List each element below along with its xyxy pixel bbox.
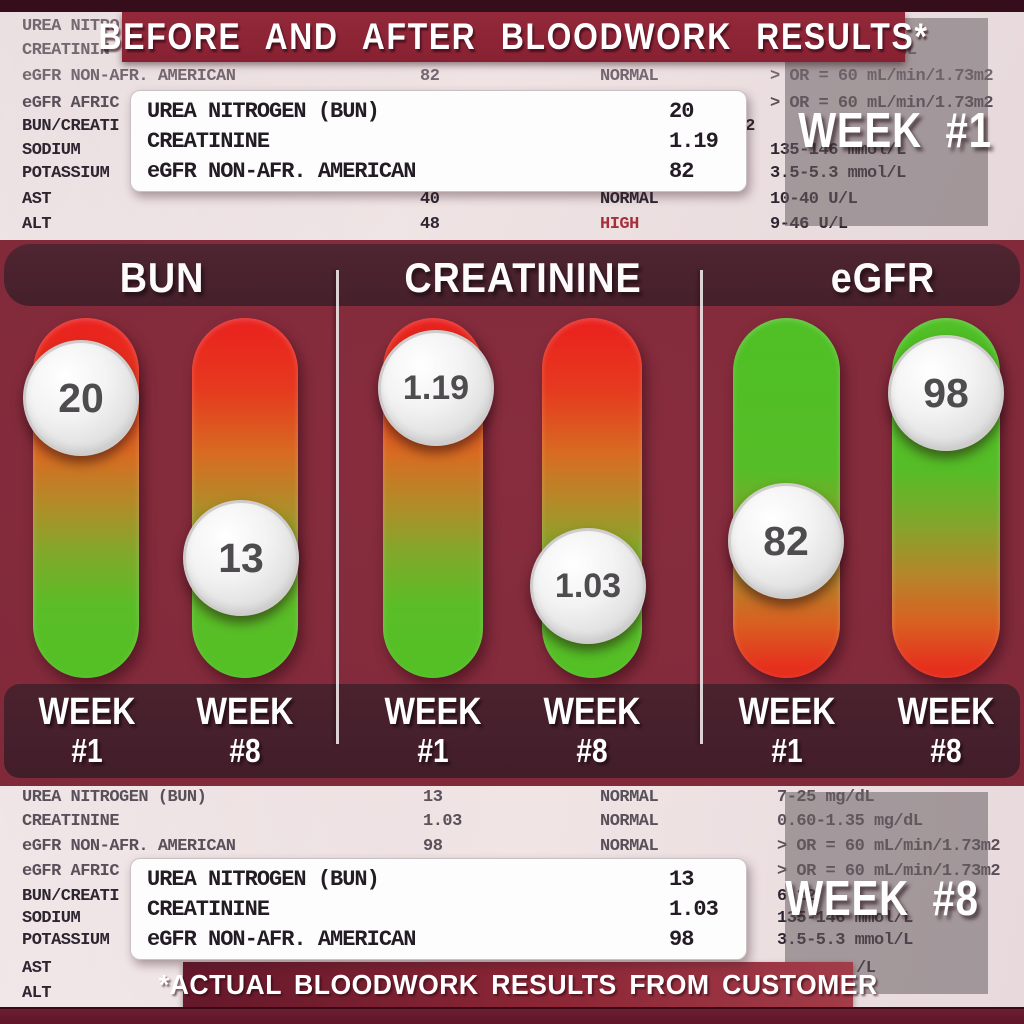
gauge-group-title-egfr: eGFR [830, 254, 936, 301]
test-name: BUN/CREATI [22, 117, 120, 136]
week-number: #8 [229, 732, 261, 769]
week8-tag: WEEK #8 [785, 872, 979, 926]
test-name: eGFR AFRIC [22, 862, 120, 881]
test-name: CREATININE [22, 812, 120, 831]
result-value: 82 [669, 159, 694, 184]
test-name: POTASSIUM [22, 931, 110, 950]
gauge-group-title-creatinine: CREATININE [404, 254, 642, 301]
week-labels-bar [4, 684, 1020, 778]
gauge-track-bun-week8 [192, 318, 298, 678]
gauge-header-bar [4, 244, 1020, 306]
test-name: UREA NITROGEN (BUN) [147, 99, 380, 124]
test-name: eGFR AFRIC [22, 94, 120, 113]
test-name: AST [22, 959, 52, 978]
test-name: UREA NITROGEN (BUN) [22, 788, 207, 807]
result-flag: NORMAL [600, 812, 659, 831]
week-word: WEEK [897, 691, 995, 733]
test-name: CREATININ [22, 41, 110, 60]
week-number: #8 [576, 732, 608, 769]
test-name: ALT [22, 984, 52, 1003]
test-name: eGFR NON-AFR. AMERICAN [22, 67, 236, 86]
week-word: WEEK [384, 691, 482, 733]
vertical-divider [336, 270, 339, 744]
week1-tag: WEEK #1 [798, 104, 992, 158]
vertical-divider [700, 270, 703, 744]
week8-lab-report: UREA NITROGEN (BUN) 13 NORMAL 7-25 mg/dL… [0, 786, 1024, 1024]
test-name: SODIUM [22, 141, 81, 160]
result-value: 1.03 [423, 812, 462, 831]
test-name: UREA NITRO [22, 17, 120, 36]
test-name: CREATININE [147, 897, 270, 922]
result-value: 1.03 [669, 897, 719, 922]
bottom-edge-strip [0, 1007, 1024, 1024]
week-label-creatinine-week1: WEEK #1 [365, 692, 501, 770]
result-flag: NORMAL [600, 190, 659, 209]
test-name: POTASSIUM [22, 164, 110, 183]
test-name: UREA NITROGEN (BUN) [147, 867, 380, 892]
week-word: WEEK [38, 691, 136, 733]
week-number: #8 [930, 732, 962, 769]
page-title: BEFORE AND AFTER BLOODWORK RESULTS* [98, 16, 929, 57]
result-value: 98 [423, 837, 443, 856]
result-flag: NORMAL [600, 837, 659, 856]
callout-row: eGFR NON-AFR. AMERICAN 98 [131, 927, 746, 957]
gauge-section: BUN CREATININE eGFR 20 13 1.19 1.03 82 9… [0, 240, 1024, 786]
test-name: ALT [22, 215, 52, 234]
week-number: #1 [771, 732, 803, 769]
week-label-egfr-week8: WEEK #8 [878, 692, 1014, 770]
week-label-bun-week1: WEEK #1 [19, 692, 155, 770]
week-number: #1 [71, 732, 103, 769]
week-word: WEEK [543, 691, 641, 733]
test-name: eGFR NON-AFR. AMERICAN [22, 837, 236, 856]
callout-row: CREATININE 1.03 [131, 897, 746, 927]
gauge-group-title-bun: BUN [119, 254, 205, 301]
gauge-knob-egfr-week8: 98 [888, 335, 1004, 451]
week-label-creatinine-week8: WEEK #8 [524, 692, 660, 770]
callout-row: UREA NITROGEN (BUN) 20 [131, 99, 746, 129]
test-name: eGFR NON-AFR. AMERICAN [147, 927, 416, 952]
result-value: 82 [420, 67, 440, 86]
test-name: CREATININE [147, 129, 270, 154]
test-name: BUN/CREATI [22, 887, 120, 906]
lab-row: ALT [0, 984, 1024, 1006]
lab-row: UREA NITRO [0, 17, 1024, 39]
result-value: 98 [669, 927, 694, 952]
week1-results-callout: UREA NITROGEN (BUN) 20 CREATININE 1.19 e… [130, 90, 747, 192]
result-value: 13 [423, 788, 443, 807]
test-name: SODIUM [22, 909, 81, 928]
footer-banner: *ACTUAL BLOODWORK RESULTS FROM CUSTOMER [159, 962, 877, 1007]
result-flag-high: HIGH [600, 215, 639, 234]
result-value: 13 [669, 867, 694, 892]
gauge-knob-creatinine-week8: 1.03 [530, 528, 646, 644]
top-edge-strip [0, 0, 1024, 12]
week1-lab-report: UREA NITRO CREATININ dL eGFR NON-AFR. AM… [0, 0, 1024, 240]
week-label-bun-week8: WEEK #8 [177, 692, 313, 770]
footer-note: *ACTUAL BLOODWORK RESULTS FROM CUSTOMER [158, 968, 878, 1000]
callout-row: UREA NITROGEN (BUN) 13 [131, 867, 746, 897]
week-word: WEEK [738, 691, 836, 733]
week-label-egfr-week1: WEEK #1 [719, 692, 855, 770]
gauge-knob-bun-week8: 13 [183, 500, 299, 616]
gauge-knob-creatinine-week1: 1.19 [378, 330, 494, 446]
result-value: 20 [669, 99, 694, 124]
result-value: 40 [420, 190, 440, 209]
result-flag: NORMAL [600, 788, 659, 807]
gauge-knob-bun-week1: 20 [23, 340, 139, 456]
title-banner: BEFORE AND AFTER BLOODWORK RESULTS* [99, 12, 927, 62]
result-value: 48 [420, 215, 440, 234]
result-value: 1.19 [669, 129, 719, 154]
week-word: WEEK [196, 691, 294, 733]
gauge-knob-egfr-week1: 82 [728, 483, 844, 599]
gray-highlight-box [785, 792, 988, 994]
test-name: AST [22, 190, 52, 209]
week-number: #1 [417, 732, 449, 769]
callout-row: eGFR NON-AFR. AMERICAN 82 [131, 159, 746, 189]
result-flag: NORMAL [600, 67, 659, 86]
test-name: eGFR NON-AFR. AMERICAN [147, 159, 416, 184]
week8-results-callout: UREA NITROGEN (BUN) 13 CREATININE 1.03 e… [130, 858, 747, 960]
callout-row: CREATININE 1.19 [131, 129, 746, 159]
